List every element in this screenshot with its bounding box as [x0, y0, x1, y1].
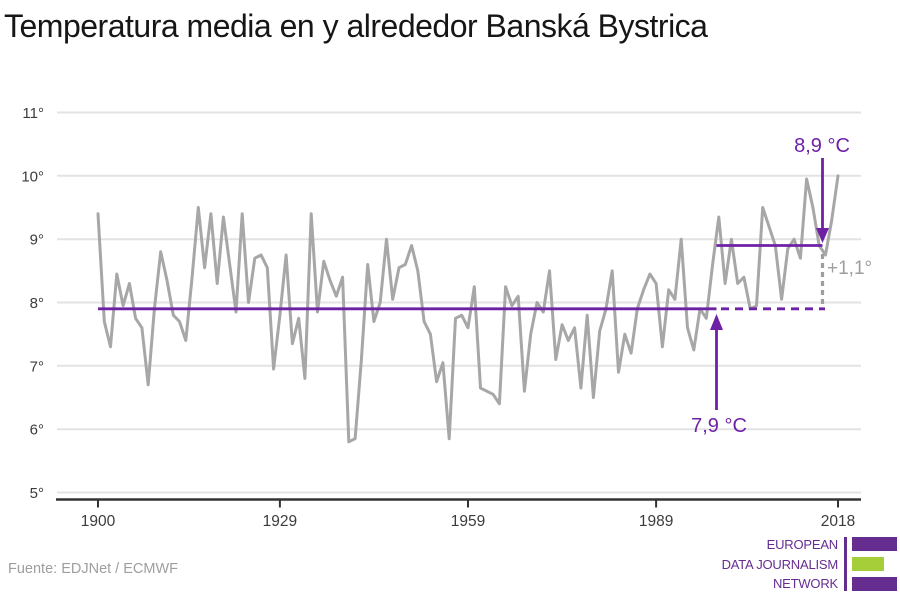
y-axis-label: 10° — [21, 168, 44, 185]
recent-average-label: 8,9 °C — [794, 135, 850, 157]
baseline-average-label: 7,9 °C — [691, 415, 747, 437]
logo-line-european: EUROPEAN — [766, 537, 839, 552]
x-axis-label: 1900 — [81, 513, 116, 530]
temperature-series-line — [96, 174, 840, 444]
chart-title: Temperatura media en y alrededor Banská … — [4, 8, 708, 44]
source-text: Fuente: EDJNet / ECMWF — [8, 561, 179, 577]
y-axis-label: 8° — [30, 295, 44, 312]
logo-divider — [844, 537, 847, 591]
y-axis-label: 9° — [30, 232, 44, 249]
logo-line-data-journalism: DATA JOURNALISM — [721, 556, 839, 572]
x-axis-label: 1959 — [451, 513, 485, 530]
y-axis-label: 11° — [22, 105, 44, 122]
x-axis-label: 1989 — [639, 513, 673, 530]
edjnet-logo-text: EUROPEAN DATA JOURNALISM NETWORK — [721, 537, 839, 591]
x-axis-label: 1929 — [263, 513, 297, 530]
logo-bar-purple-bottom — [852, 577, 897, 591]
y-axis-label: 7° — [30, 358, 44, 375]
logo-line-network: NETWORK — [772, 576, 838, 591]
x-axis-label: 2018 — [821, 513, 855, 530]
arrow-down-head-icon — [816, 228, 829, 243]
arrow-up-head-icon — [710, 314, 723, 330]
logo-bar-green — [852, 557, 884, 571]
y-axis-label: 5° — [30, 485, 44, 502]
y-axis-label: 6° — [30, 422, 44, 439]
logo-bars — [852, 537, 897, 591]
edjnet-logo: EUROPEAN DATA JOURNALISM NETWORK — [722, 537, 897, 591]
difference-label: +1,1° — [827, 258, 872, 279]
logo-bar-purple-top — [852, 537, 897, 551]
